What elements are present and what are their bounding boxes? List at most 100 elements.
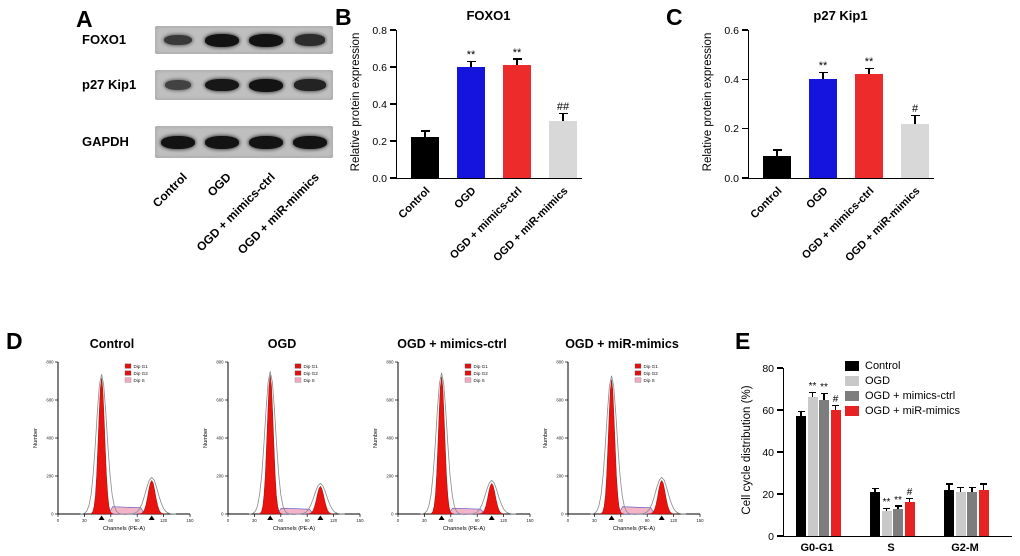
blot-strip: [155, 70, 333, 100]
blot-band: [249, 135, 283, 149]
error-bar-cap: [906, 498, 913, 500]
significance-label: #: [906, 487, 913, 499]
error-bar-cap: [818, 71, 828, 74]
y-tick: [742, 177, 748, 179]
bar: [819, 399, 829, 536]
error-bar-cap: [980, 483, 987, 485]
panel-d-letter: D: [6, 328, 23, 354]
legend-swatch: [845, 390, 859, 401]
y-tick: [777, 493, 783, 495]
x-category-label: OGD: [452, 185, 479, 212]
g1-peak: [429, 376, 455, 515]
g1-peak: [257, 375, 283, 515]
error-bar: [959, 487, 962, 492]
model-outline-g1: [248, 371, 292, 515]
blot-row-label: GAPDH: [82, 134, 129, 149]
flow-y-tick-label: 400: [216, 436, 224, 441]
group-label: G2-M: [951, 542, 979, 554]
error-bar-cap: [420, 130, 430, 132]
legend-item: OGD: [845, 373, 960, 388]
flow-x-tick-label: 90: [475, 518, 480, 523]
bar: [967, 491, 977, 536]
flow-x-tick-label: 60: [108, 518, 113, 523]
flow-legend-swatch: [294, 370, 302, 376]
blot-row-label: FOXO1: [82, 32, 127, 47]
flow-axes: [567, 362, 700, 515]
flow-x-tick-label: 120: [670, 518, 678, 523]
flow-x-tick-label: 90: [305, 518, 310, 523]
bar: [955, 491, 966, 536]
error-bar-cap: [910, 114, 920, 117]
blot-band: [293, 135, 327, 149]
error-bar-cap: [797, 410, 805, 413]
y-axis-label: Relative protein expression: [702, 32, 714, 172]
y-tick: [742, 127, 748, 130]
legend-swatch: [845, 360, 859, 371]
y-tick-label: 80: [762, 362, 774, 375]
flow-plot-area: 0 200 400 600 800 0 30 60 90 120 150 Dip G1 Dip G2 Di…: [198, 352, 366, 548]
x-category-label: Control: [396, 185, 433, 222]
flow-plot-title: OGD: [267, 337, 297, 351]
error-bar: [834, 405, 837, 410]
flow-legend-swatch: [124, 370, 132, 376]
blot-row-label: p27 Kip1: [82, 77, 137, 92]
error-bar: [823, 394, 825, 400]
significance-label: **: [820, 382, 828, 394]
significance-label: #: [832, 393, 839, 405]
y-tick-label: 0.2: [372, 135, 387, 148]
panel-b-letter: B: [335, 4, 352, 30]
flow-legend-swatch: [124, 363, 132, 369]
flow-legend-swatch: [294, 363, 302, 369]
error-bar: [811, 393, 814, 398]
s-phase-region: [618, 506, 656, 515]
error-bar-cap: [809, 392, 816, 394]
error-bar-cap: [945, 483, 953, 485]
y-tick-label: 0.8: [372, 24, 387, 37]
model-outline-g2: [637, 476, 687, 515]
g2-marker: [148, 515, 155, 520]
flow-x-tick-label: 90: [645, 518, 650, 523]
bar: [904, 502, 915, 536]
model-outline-g1: [590, 375, 633, 515]
flow-legend-label: Dip S: [474, 378, 485, 383]
flow-x-tick-label: 60: [448, 518, 453, 523]
g1-marker: [438, 515, 445, 520]
x-category-label: OGD + mimics-ctrl: [447, 185, 525, 262]
legend-label: OGD: [865, 374, 891, 387]
y-tick: [742, 78, 748, 81]
panel-b-bar-chart: B FOXO1 Relative protein expression 0.0 0.2…: [330, 0, 642, 310]
flow-y-tick-label: 200: [46, 474, 54, 479]
flow-x-tick-label: 60: [278, 518, 283, 523]
y-tick: [777, 535, 783, 537]
significance-label: #: [911, 103, 919, 116]
error-bar-cap: [864, 68, 874, 70]
flow-y-tick-label: 800: [216, 360, 224, 365]
g1-marker: [608, 515, 615, 520]
legend-label: OGD + mimics-ctrl: [865, 389, 956, 402]
flow-x-tick-label: 150: [526, 518, 534, 523]
model-outline-g1: [420, 372, 463, 515]
flow-histogram: 0 200 400 600 800 0 30 60 90 120 150 Dip G1 Dip G2 Di…: [33, 360, 194, 532]
bar: [807, 397, 818, 536]
bar: [901, 123, 929, 178]
legend-label: Control: [865, 359, 901, 372]
flow-y-tick-label: 600: [216, 398, 224, 403]
flow-legend-label: Dip G2: [304, 371, 319, 376]
significance-label: **: [864, 56, 874, 69]
x-category-label: Control: [748, 185, 785, 222]
flow-y-tick-label: 400: [386, 436, 394, 441]
blot-band: [161, 135, 195, 149]
flow-legend-swatch: [294, 377, 302, 383]
panel-a-western-blot: A FOXO1 p27 Kip1 GAPDH Control OGD OGD + mimi…: [70, 0, 362, 310]
error-bar-cap: [772, 149, 782, 151]
flow-plot-area: 0 200 400 600 800 0 30 60 90 120 150 Dip G1 Dip G2 Di…: [28, 352, 196, 548]
plot-area: 0.0 0.2 0.4 0.6 0.8 ** ** ##: [372, 25, 582, 185]
y-tick-label: 0.6: [372, 61, 387, 74]
flow-legend-swatch: [634, 370, 642, 376]
panel-e-grouped-bar-chart: E Cell cycle distribution (%) 0 20 40 60 80 **…: [730, 326, 1020, 556]
error-bar: [424, 131, 426, 138]
error-bar: [562, 114, 564, 121]
y-tick-label: 0.0: [724, 172, 739, 185]
flow-x-tick-label: 0: [57, 518, 60, 523]
bar: [763, 155, 791, 178]
